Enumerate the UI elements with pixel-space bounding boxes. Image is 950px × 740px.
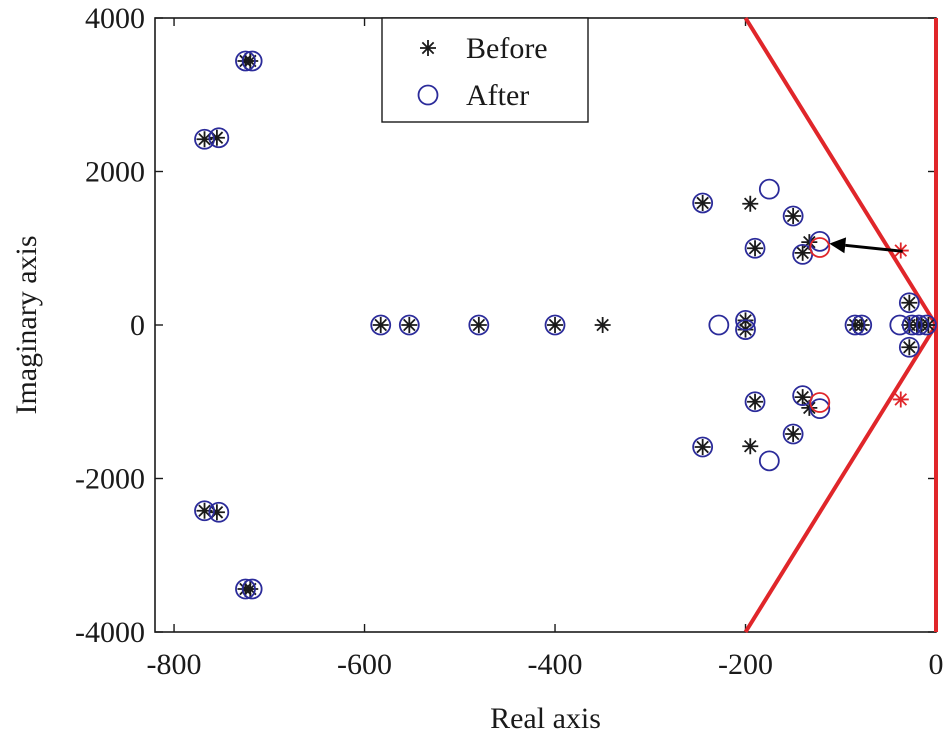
after-point-highlight [809, 392, 831, 413]
legend-box [381, 17, 589, 123]
after-point [758, 450, 780, 472]
after-point [208, 501, 230, 523]
after-point [544, 314, 566, 336]
before-point [747, 240, 764, 257]
legend-label-before: Before [466, 32, 548, 65]
x-tick-label: -400 [528, 648, 583, 681]
y-axis-title: Imaginary axis [10, 235, 43, 414]
after-point [809, 230, 831, 252]
after-point [235, 50, 256, 72]
x-tick-label: 0 [929, 648, 944, 681]
before-point [694, 439, 711, 456]
before-point [901, 294, 918, 311]
after-point [735, 309, 756, 331]
legend-label-after: After [466, 79, 529, 112]
before-point [242, 581, 259, 598]
after-point [692, 436, 714, 458]
y-tick-label: 4000 [85, 2, 145, 35]
before-point [794, 244, 811, 261]
before-point [242, 52, 259, 69]
before-point [794, 389, 811, 406]
after-point [241, 50, 263, 72]
after-point [851, 314, 873, 336]
series-before [196, 52, 937, 598]
after-point [908, 314, 930, 336]
after-point [468, 314, 490, 336]
boundary-line [743, 323, 938, 634]
after-point-highlight [809, 237, 831, 258]
after-point [901, 314, 923, 336]
y-tick-label: -2000 [75, 463, 145, 496]
legend-marker-before [420, 40, 436, 56]
x-axis-title: Real axis [490, 702, 601, 735]
before-point [208, 504, 225, 521]
legend-marker-after [417, 84, 439, 106]
y-tick-label: 2000 [85, 156, 145, 189]
before-point [853, 317, 870, 333]
before-point [785, 425, 802, 442]
after-point [782, 205, 804, 227]
before-point [196, 131, 213, 148]
y-axis: -4000 -2000 0 2000 4000 [75, 2, 936, 649]
shift-arrow [829, 237, 903, 254]
legend: Before After [381, 17, 589, 123]
before-point-highlight [892, 391, 909, 408]
before-point [742, 195, 759, 212]
x-tick-label: -200 [718, 648, 773, 681]
after-point [735, 319, 756, 341]
before-point [594, 317, 611, 333]
boundary-line [743, 16, 938, 327]
y-tick-label: -4000 [75, 616, 145, 649]
after-point [708, 314, 730, 336]
before-point [372, 317, 389, 333]
after-point [692, 192, 714, 214]
before-point [401, 317, 418, 333]
after-point [898, 336, 920, 358]
after-point [241, 578, 263, 600]
arrow-head [829, 237, 847, 254]
before-point [196, 502, 213, 519]
series-after [194, 50, 937, 600]
after-point [744, 391, 766, 413]
before-point [901, 339, 918, 356]
before-point [694, 194, 711, 211]
before-point [547, 317, 564, 333]
after-point [208, 127, 230, 149]
after-point [916, 314, 937, 336]
before-point [801, 399, 818, 416]
before-point [470, 317, 487, 333]
y-tick-label: 0 [130, 309, 145, 342]
before-point [785, 208, 802, 225]
after-point [194, 500, 215, 522]
after-point [744, 237, 766, 259]
legend-asterisk-icon [420, 40, 436, 56]
after-point [898, 292, 920, 314]
x-tick-label: -600 [337, 648, 392, 681]
legend-circle-icon [417, 84, 439, 106]
after-point [782, 423, 804, 445]
before-point [208, 129, 225, 146]
after-point [809, 398, 831, 420]
before-point [747, 393, 764, 410]
after-point [370, 314, 392, 336]
arrow-shaft [845, 243, 903, 253]
after-point [235, 578, 256, 600]
after-point [398, 314, 420, 336]
before-point [742, 438, 759, 455]
after-point [844, 314, 866, 336]
before-point [801, 234, 818, 251]
after-point [194, 128, 215, 150]
after-point [758, 178, 780, 200]
x-tick-label: -800 [147, 648, 202, 681]
